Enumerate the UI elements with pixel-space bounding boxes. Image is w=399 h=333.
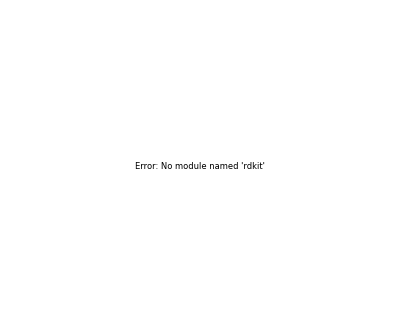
Text: Error: No module named 'rdkit': Error: No module named 'rdkit'	[134, 162, 265, 171]
